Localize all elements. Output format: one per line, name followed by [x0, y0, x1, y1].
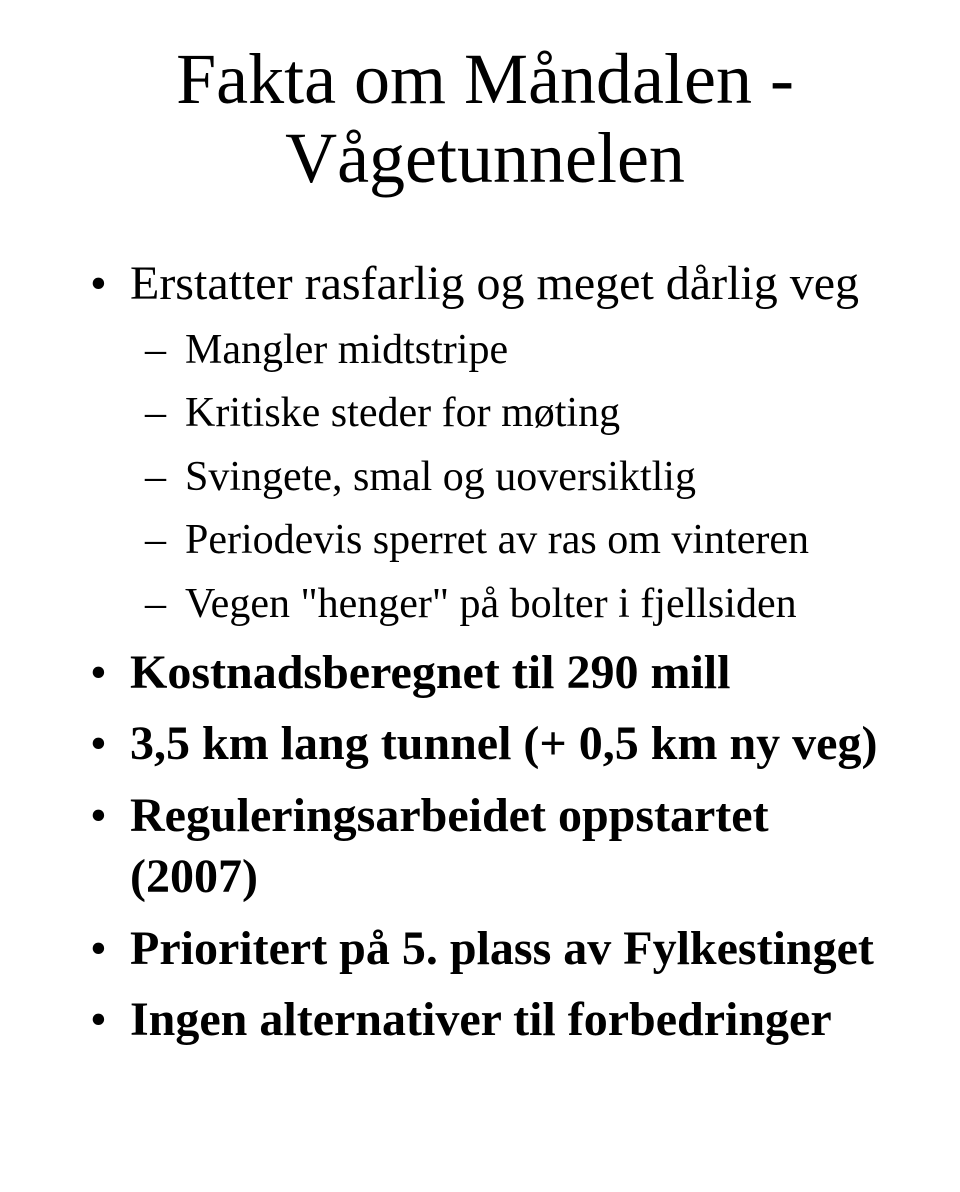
bullet-item: Reguleringsarbeidet oppstartet (2007) [70, 785, 900, 908]
bullet-item: Prioritert på 5. plass av Fylkestinget [70, 918, 900, 979]
title-line-2: Vågetunnelen [285, 118, 685, 198]
bullet-item: Kostnadsberegnet til 290 mill [70, 642, 900, 703]
sub-item: Vegen "henger" på bolter i fjellsiden [130, 577, 900, 632]
sub-item: Periodevis sperret av ras om vinteren [130, 513, 900, 568]
sub-item: Kritiske steder for møting [130, 386, 900, 441]
bullet-item: Ingen alternativer til forbedringer [70, 989, 900, 1050]
page: Fakta om Måndalen - Vågetunnelen Erstatt… [0, 0, 960, 1101]
bullet-text: Reguleringsarbeidet oppstartet (2007) [130, 789, 769, 903]
sub-item: Mangler midtstripe [130, 323, 900, 378]
bullet-text: Erstatter rasfarlig og meget dårlig veg [130, 257, 859, 310]
sub-list: Mangler midtstripe Kritiske steder for mø… [130, 323, 900, 632]
bullet-item: Erstatter rasfarlig og meget dårlig veg M… [70, 253, 900, 632]
bullet-text: Prioritert på 5. plass av Fylkestinget [130, 922, 874, 975]
bullet-text: Kostnadsberegnet til 290 mill [130, 646, 730, 699]
bullet-text: 3,5 km lang tunnel (+ 0,5 km ny veg) [130, 717, 877, 770]
sub-item: Svingete, smal og uoversiktlig [130, 450, 900, 505]
bullet-list: Erstatter rasfarlig og meget dårlig veg M… [70, 253, 900, 1050]
page-title: Fakta om Måndalen - Vågetunnelen [70, 40, 900, 198]
title-line-1: Fakta om Måndalen - [176, 39, 794, 119]
bullet-item: 3,5 km lang tunnel (+ 0,5 km ny veg) [70, 713, 900, 774]
bullet-text: Ingen alternativer til forbedringer [130, 993, 832, 1046]
